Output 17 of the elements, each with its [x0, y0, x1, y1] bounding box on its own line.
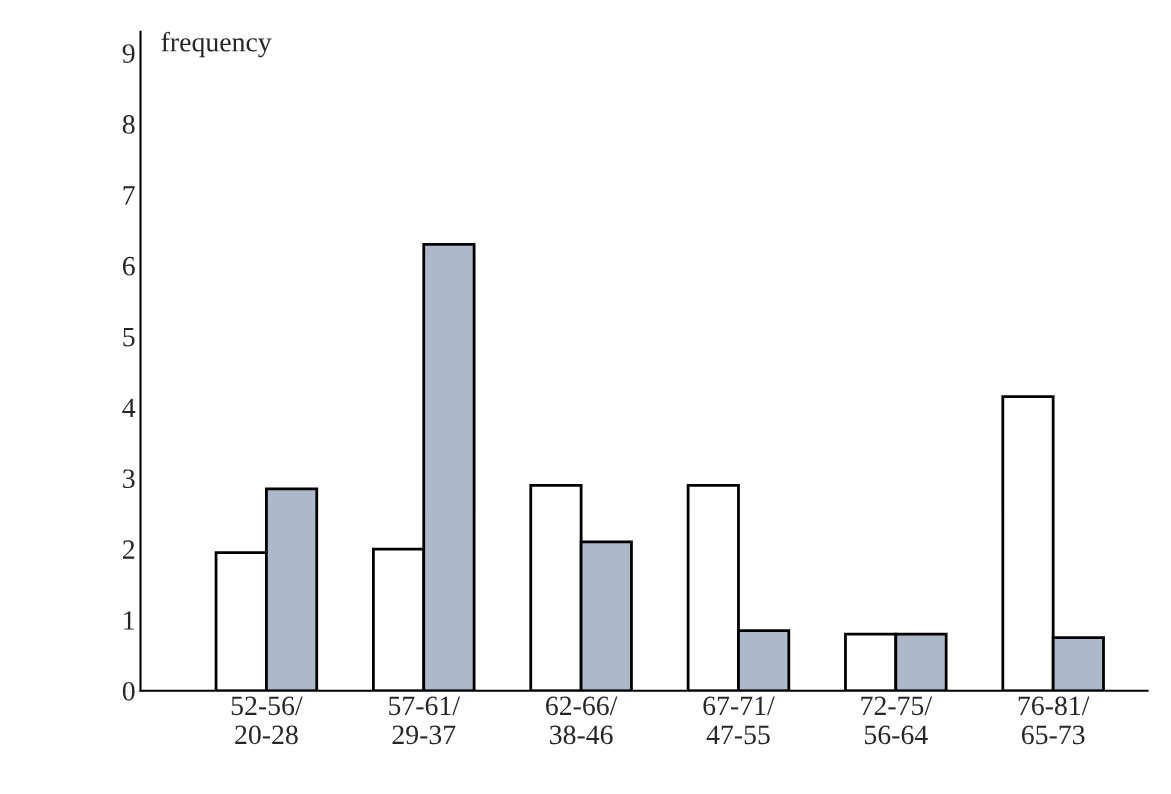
y-axis-title: frequency: [161, 31, 272, 58]
y-tick-label: 6: [122, 256, 135, 276]
x-tick-label: 62-66/ 38-46: [546, 696, 618, 745]
y-tick-label: 4: [122, 398, 136, 417]
y-tick-label: 8: [122, 115, 135, 134]
y-tick-label: 2: [122, 540, 135, 559]
y-tick-label: 7: [123, 186, 135, 205]
y-tick-label: 0: [122, 681, 135, 701]
y-tick-label: 5: [123, 327, 135, 347]
y-tick-label: 9: [122, 44, 135, 63]
x-tick-label: 72-75/ 56-64: [861, 696, 933, 745]
x-tick-label: 76-81/ 65-73: [1018, 696, 1090, 745]
x-tick-label: 57-61/ 29-37: [389, 696, 461, 745]
x-tick-label: 52-56/ 20-28: [231, 696, 303, 745]
x-tick-label: 67-71/ 47-55: [703, 696, 775, 745]
y-tick-label: 3: [123, 469, 135, 489]
y-tick-label: 1: [124, 611, 134, 630]
